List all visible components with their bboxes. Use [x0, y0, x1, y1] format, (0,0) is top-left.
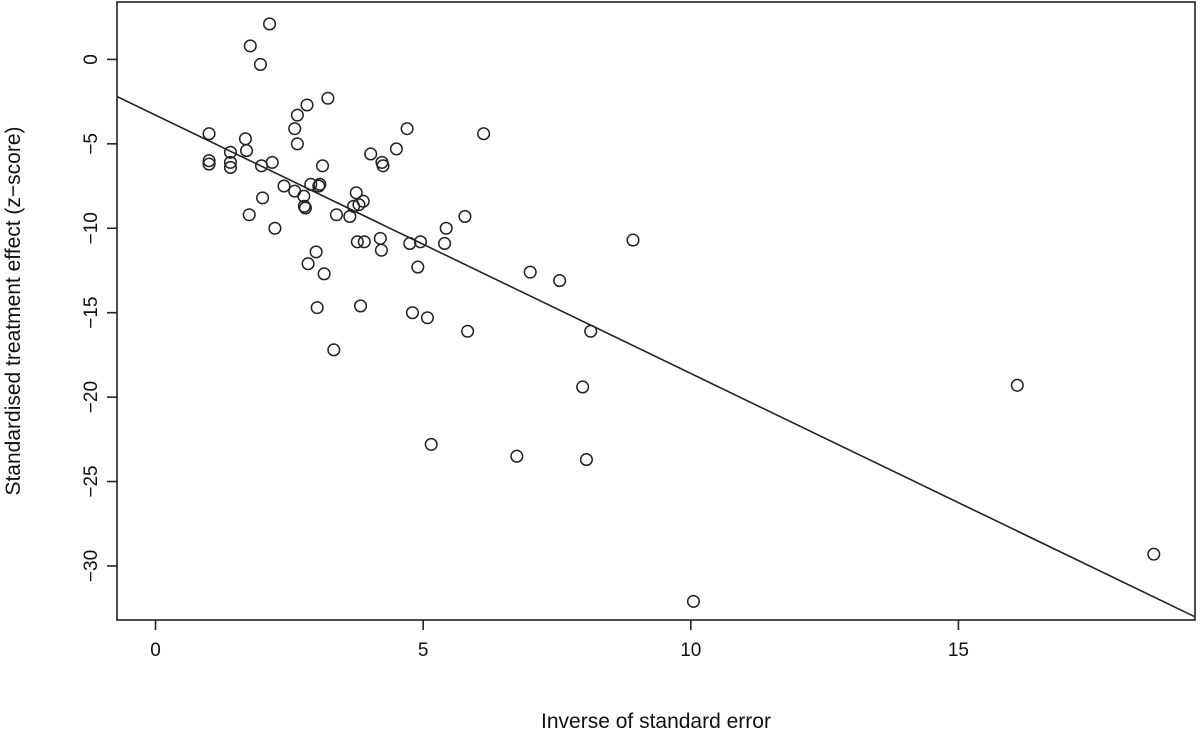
- data-point: [277, 179, 291, 193]
- data-point: [312, 179, 326, 193]
- data-point: [202, 157, 216, 171]
- x-axis-label: Inverse of standard error: [541, 710, 771, 733]
- y-axis: 0 −5 −10 −15 −20 −25 −30: [81, 54, 117, 582]
- data-point: [357, 235, 371, 249]
- data-point: [403, 236, 417, 251]
- data-point: [373, 231, 387, 245]
- y-tick-label: −20: [81, 381, 102, 413]
- data-point: [313, 177, 327, 191]
- data-point: [290, 108, 304, 122]
- data-point: [243, 39, 257, 53]
- data-point: [350, 235, 364, 249]
- y-tick-label: −10: [81, 212, 102, 244]
- data-point: [202, 154, 216, 168]
- data-point: [301, 257, 315, 271]
- data-point: [364, 147, 378, 161]
- data-point: [329, 208, 344, 222]
- data-point: [298, 201, 312, 215]
- data-point: [321, 91, 335, 105]
- data-point: [223, 155, 238, 169]
- y-tick-label: −30: [81, 550, 102, 582]
- data-point: [523, 265, 537, 279]
- data-point: [356, 194, 370, 208]
- data-point: [223, 145, 238, 159]
- data-point: [300, 98, 314, 112]
- data-point: [438, 236, 452, 251]
- data-point: [400, 122, 414, 136]
- data-point: [256, 191, 270, 205]
- x-tick-label: 10: [680, 640, 701, 661]
- data-point: [202, 127, 216, 141]
- data-point: [424, 437, 438, 451]
- y-tick-label: −5: [81, 133, 102, 155]
- data-point: [686, 594, 701, 608]
- y-tick-label: −15: [81, 297, 102, 329]
- data-point: [315, 159, 330, 173]
- data-point: [477, 127, 491, 141]
- x-tick-label: 5: [418, 640, 429, 661]
- data-point: [262, 17, 277, 31]
- data-point: [584, 324, 598, 338]
- data-point: [626, 233, 640, 247]
- data-point: [239, 144, 254, 158]
- plot-frame: [116, 1, 1196, 621]
- data-point: [317, 267, 331, 281]
- x-tick-label: 0: [150, 640, 161, 661]
- plot-area: [117, 17, 1195, 618]
- data-point: [304, 177, 318, 191]
- data-point: [242, 208, 256, 222]
- data-point: [461, 324, 475, 338]
- data-point: [238, 132, 253, 146]
- data-point: [374, 243, 388, 257]
- data-point: [553, 274, 567, 288]
- data-points: [202, 17, 1161, 608]
- data-point: [1147, 547, 1161, 561]
- data-point: [290, 137, 304, 151]
- data-point: [576, 380, 590, 394]
- data-point: [265, 155, 279, 169]
- data-point: [310, 301, 324, 315]
- data-point: [288, 122, 302, 136]
- data-point: [376, 159, 390, 173]
- data-point: [268, 221, 282, 235]
- data-point: [1010, 378, 1024, 392]
- data-point: [349, 186, 363, 200]
- data-point: [297, 199, 311, 213]
- data-point: [223, 160, 238, 175]
- data-point: [439, 221, 453, 235]
- data-point: [253, 57, 267, 72]
- data-point: [352, 198, 366, 212]
- data-point: [411, 260, 425, 274]
- y-tick-label: 0: [81, 54, 102, 65]
- data-point: [327, 343, 341, 357]
- data-point: [413, 235, 428, 249]
- data-point: [309, 245, 323, 259]
- x-tick-label: 15: [948, 640, 969, 661]
- data-point: [353, 299, 368, 313]
- data-point: [579, 453, 593, 467]
- regression-line: [117, 95, 1195, 618]
- data-point: [458, 209, 472, 223]
- data-point: [420, 311, 434, 325]
- x-axis: 0 5 10 15: [150, 620, 969, 661]
- data-point: [405, 306, 420, 320]
- y-tick-label: −25: [81, 465, 102, 497]
- y-axis-label: Standardised treatment effect (z−score): [2, 126, 25, 495]
- data-point: [389, 142, 403, 156]
- data-point: [510, 449, 524, 463]
